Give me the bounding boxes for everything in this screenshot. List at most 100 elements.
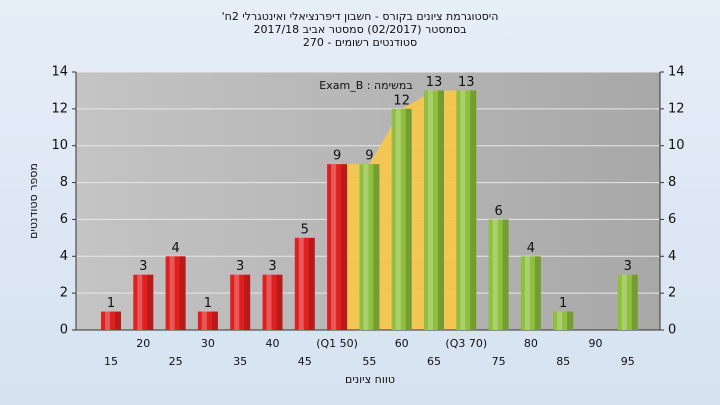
y2-tick-label: 12: [668, 101, 685, 116]
bar-shade: [211, 311, 218, 330]
bar-shade: [276, 274, 283, 330]
x-tick-label: 35: [233, 355, 247, 368]
x-tick-label: 55: [362, 355, 376, 368]
x-tick-label: 15: [104, 355, 118, 368]
bar-shine: [524, 256, 530, 330]
x-tick-label: 75: [492, 355, 506, 368]
bar: [133, 274, 154, 330]
value-label: 9: [365, 149, 373, 164]
y-tick-label: 10: [51, 138, 68, 153]
bar-shade: [534, 256, 541, 330]
x-tick-label: (Q1 50): [316, 337, 358, 350]
bar-shine: [492, 219, 498, 330]
bar-shade: [631, 274, 638, 330]
bar-shine: [169, 256, 175, 330]
bar-shade: [179, 256, 186, 330]
y-tick-label: 4: [60, 249, 68, 264]
bar-shine: [460, 90, 466, 330]
y2-tick-label: 2: [668, 286, 676, 301]
y-tick-label: 8: [60, 175, 68, 190]
y-axis-label: מספר סטודנטים: [27, 163, 40, 239]
bar-shade: [308, 237, 315, 330]
x-tick-label: 65: [427, 355, 441, 368]
value-label: 3: [139, 259, 147, 274]
bar: [197, 311, 218, 330]
x-tick-label: 45: [298, 355, 312, 368]
bar-shine: [557, 311, 563, 330]
bar-shine: [105, 311, 110, 330]
value-label: 1: [559, 296, 567, 311]
bar: [165, 256, 186, 330]
value-label: 1: [204, 296, 212, 311]
bar-shine: [266, 274, 272, 330]
y-tick-label: 12: [51, 101, 68, 116]
bar-shine: [331, 164, 337, 330]
x-tick-label: 30: [201, 337, 215, 350]
bar-shade: [341, 164, 348, 330]
y2-tick-label: 6: [668, 212, 676, 227]
subtitle: בסמסטר (02/2017) סמסטר אביב 2017/18: [253, 23, 466, 36]
value-label: 4: [527, 241, 535, 256]
bar-shade: [502, 219, 509, 330]
bar: [101, 311, 121, 330]
value-label: 5: [301, 222, 309, 237]
value-label: 3: [624, 259, 632, 274]
bar-shade: [147, 274, 154, 330]
bar-shine: [137, 274, 143, 330]
bar-shade: [405, 108, 412, 330]
bar: [294, 237, 315, 330]
bar-shine: [201, 311, 207, 330]
bar-shine: [395, 108, 401, 330]
value-label: 3: [268, 259, 276, 274]
y-tick-label: 14: [51, 65, 68, 80]
value-label: 12: [393, 93, 410, 108]
x-tick-label: 20: [136, 337, 150, 350]
bar: [327, 164, 348, 330]
value-label: 13: [458, 75, 475, 90]
y2-tick-label: 0: [668, 323, 676, 338]
bar: [424, 90, 444, 330]
bar: [391, 108, 412, 330]
y2-tick-label: 4: [668, 249, 676, 264]
value-label: 4: [171, 241, 179, 256]
bar: [230, 274, 251, 330]
bar-shade: [438, 90, 444, 330]
bar-shade: [567, 311, 574, 330]
value-label: 9: [333, 149, 341, 164]
x-tick-label: 25: [169, 355, 183, 368]
x-axis-label: טווח ציונים: [345, 373, 395, 386]
x-tick-label: 60: [395, 337, 409, 350]
bar: [553, 311, 574, 330]
x-tick-label: 80: [524, 337, 538, 350]
y-tick-label: 0: [60, 323, 68, 338]
value-label: 13: [426, 75, 443, 90]
bar-shine: [234, 274, 240, 330]
bar-shade: [244, 274, 251, 330]
y-tick-label: 2: [60, 286, 68, 301]
bar: [456, 90, 477, 330]
x-tick-label: 40: [266, 337, 280, 350]
value-label: 3: [236, 259, 244, 274]
bar: [262, 274, 283, 330]
bar-shine: [298, 237, 304, 330]
value-label: 1: [107, 296, 115, 311]
bar-shade: [373, 164, 380, 330]
bar-shine: [621, 274, 627, 330]
y2-tick-label: 10: [668, 138, 685, 153]
bar-shade: [115, 311, 121, 330]
bar: [520, 256, 541, 330]
y2-tick-label: 8: [668, 175, 676, 190]
x-tick-label: (Q3 70): [445, 337, 487, 350]
y-tick-label: 6: [60, 212, 68, 227]
bar: [359, 164, 380, 330]
bar: [617, 274, 638, 330]
y2-tick-label: 14: [668, 65, 685, 80]
value-label: 6: [494, 204, 502, 219]
x-tick-label: 85: [556, 355, 570, 368]
annotation: במשימה : Exam_B: [319, 79, 412, 92]
x-tick-label: 90: [589, 337, 603, 350]
bar-shine: [363, 164, 369, 330]
bar-shine: [428, 90, 433, 330]
bar: [488, 219, 509, 330]
